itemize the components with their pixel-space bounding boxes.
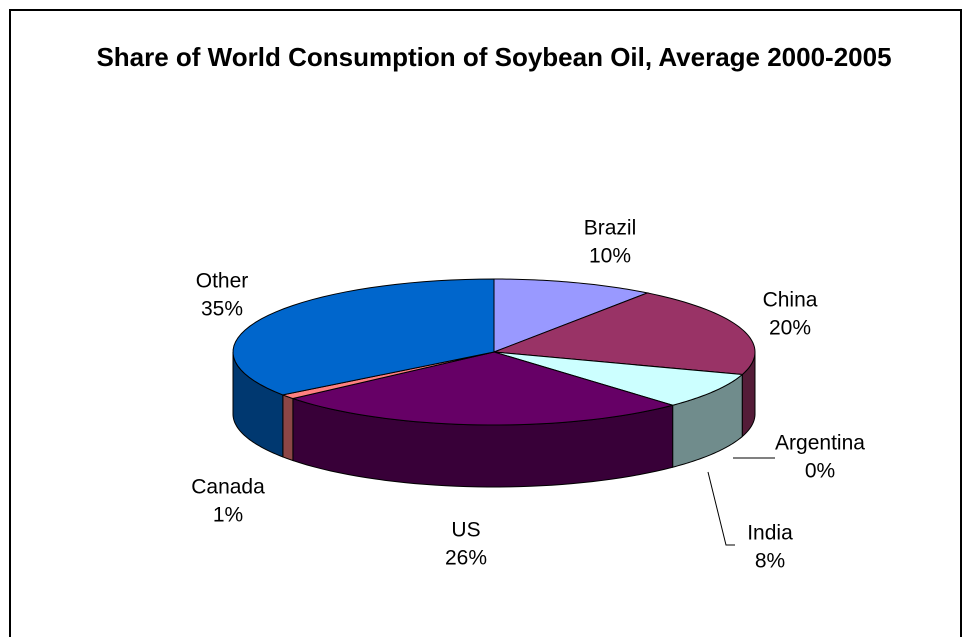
category-label: India xyxy=(747,522,793,545)
pie-slice xyxy=(493,351,744,406)
category-label: Canada xyxy=(191,476,265,499)
value-label: 26% xyxy=(445,547,487,570)
category-label: Brazil xyxy=(584,217,637,240)
pie-slice xyxy=(493,292,756,376)
value-label: 0% xyxy=(805,460,835,483)
value-label: 10% xyxy=(589,245,631,268)
leader-line xyxy=(707,471,735,546)
top-faces xyxy=(232,278,756,426)
chart-title: Share of World Consumption of Soybean Oi… xyxy=(96,42,892,72)
value-label: 20% xyxy=(769,317,811,340)
pie-slice xyxy=(291,351,675,426)
value-label: 35% xyxy=(201,298,243,321)
value-label: 8% xyxy=(755,550,785,573)
category-label: US xyxy=(451,519,480,542)
category-label: China xyxy=(763,289,818,312)
category-label: Argentina xyxy=(775,432,865,455)
pie-slice xyxy=(281,351,495,400)
chart-frame xyxy=(9,9,962,637)
data-labels: Brazil 10% China 20% Argentina 0% India 8% US 26%… xyxy=(191,217,865,573)
pie-slice xyxy=(493,278,650,353)
category-label: Other xyxy=(196,270,249,293)
pie-slice xyxy=(232,278,495,396)
pie-side xyxy=(282,394,294,462)
value-label: 1% xyxy=(213,504,243,527)
